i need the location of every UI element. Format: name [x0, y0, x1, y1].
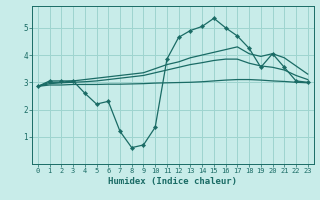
X-axis label: Humidex (Indice chaleur): Humidex (Indice chaleur)	[108, 177, 237, 186]
